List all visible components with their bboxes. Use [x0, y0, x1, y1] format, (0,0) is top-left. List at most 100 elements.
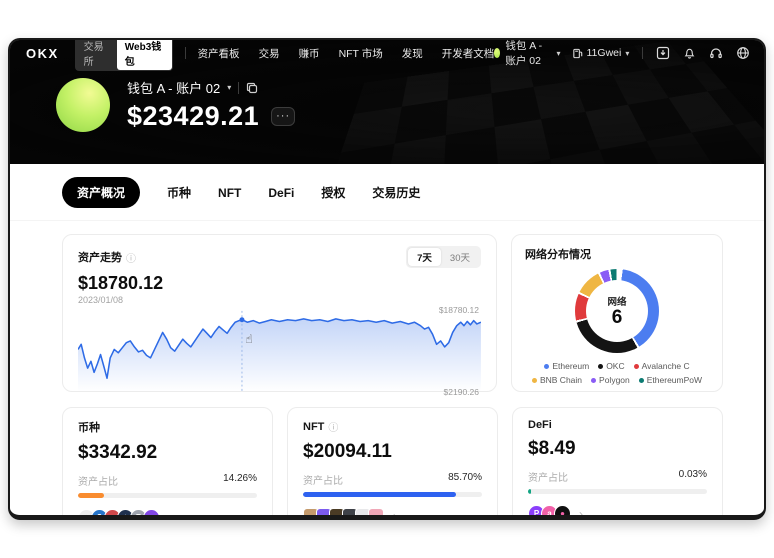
- app-header: OKX 交易所 Web3钱包 资产看板 交易 赚币 NFT 市场 发现 开发者文…: [10, 40, 764, 164]
- network-donut-chart[interactable]: 网络 6: [575, 269, 659, 353]
- download-icon[interactable]: [656, 46, 670, 60]
- topbar-right: 钱包 A - 账户 02 ▾ 11Gwei ▾: [494, 40, 750, 68]
- gas-price-label: 11Gwei: [586, 47, 622, 59]
- legend-dot: [638, 377, 644, 383]
- defi-summary-card[interactable]: DeFi $8.49 资产占比 0.03% P a ● ›: [512, 407, 723, 520]
- asset-trend-card: 资产走势 ⓘ 7天 30天 $18780.12 2023/01/08 $1878…: [62, 234, 497, 397]
- info-icon[interactable]: ⓘ: [126, 253, 136, 265]
- donut-center-label: 网络: [607, 297, 627, 309]
- account-selector[interactable]: 钱包 A - 账户 02 ▾: [494, 40, 561, 68]
- nft-summary-card[interactable]: NFT ⓘ $20094.11 资产占比 85.70% ›: [287, 407, 498, 520]
- nav-asset-dashboard[interactable]: 资产看板: [197, 47, 240, 60]
- nav-dev-docs[interactable]: 开发者文档: [441, 47, 495, 60]
- exchange-web3-toggle: 交易所 Web3钱包: [74, 40, 173, 71]
- ratio-bar: [303, 492, 482, 497]
- chevron-right-icon[interactable]: ›: [393, 509, 397, 520]
- donut-center-value: 6: [611, 307, 623, 329]
- legend-item-ethereumpow: EthereumPoW: [638, 375, 702, 385]
- account-avatar: [494, 48, 501, 58]
- ratio-label: 资产占比: [528, 473, 568, 484]
- wallet-name-row: 钱包 A - 账户 02 ▾: [127, 78, 295, 97]
- chart-max-label: $18780.12: [438, 305, 479, 315]
- nav-discover[interactable]: 发现: [401, 47, 423, 60]
- legend-item-okc: OKC: [598, 361, 625, 371]
- trend-value: $18780.12: [78, 273, 164, 293]
- toggle-exchange[interactable]: 交易所: [83, 42, 104, 68]
- more-button[interactable]: ···: [271, 107, 296, 126]
- network-legend: Ethereum OKC Avalanche C BNB Chain Polyg…: [525, 361, 709, 385]
- range-toggle: 7天 30天: [406, 246, 481, 268]
- trend-chart-svg: [78, 310, 481, 392]
- copy-icon[interactable]: [246, 82, 258, 94]
- ratio-label: 资产占比: [303, 476, 343, 487]
- tab-asset-overview[interactable]: 资产概况: [62, 177, 141, 208]
- nft-card-value: $20094.11: [303, 441, 392, 462]
- range-7d-button[interactable]: 7天: [408, 248, 441, 266]
- account-label: 钱包 A - 账户 02: [505, 40, 543, 67]
- chart-min-label: $2190.26: [443, 387, 479, 397]
- balance-row: $23429.21 ···: [127, 101, 296, 132]
- legend-dot: [591, 377, 597, 383]
- info-icon[interactable]: ⓘ: [328, 423, 339, 434]
- wallet-avatar[interactable]: [56, 78, 110, 132]
- ratio-percent: 85.70%: [448, 472, 482, 483]
- nav-trade[interactable]: 交易: [258, 47, 280, 60]
- tab-history[interactable]: 交易历史: [372, 186, 421, 200]
- tab-defi[interactable]: DeFi: [268, 185, 295, 200]
- ratio-percent: 14.26%: [223, 473, 257, 484]
- chevron-down-icon: ▾: [556, 48, 561, 58]
- chevron-down-icon[interactable]: ▾: [227, 83, 232, 92]
- toggle-web3-wallet[interactable]: Web3钱包: [116, 40, 172, 70]
- trend-line-chart[interactable]: $18780.12 $2190.26 ☝: [78, 305, 481, 399]
- wallet-info: 钱包 A - 账户 02 ▾ $23429.21 ···: [127, 78, 296, 132]
- divider: [184, 47, 186, 59]
- network-card-title: 网络分布情况: [525, 249, 591, 261]
- globe-icon[interactable]: [736, 46, 750, 60]
- divider: [238, 81, 240, 94]
- token-icons-row: ◆ $ × ★ Ξ ∞ ›: [78, 509, 257, 520]
- wallet-name[interactable]: 钱包 A - 账户 02: [127, 81, 221, 96]
- trend-card-title: 资产走势: [78, 252, 122, 264]
- main-content: 资产走势 ⓘ 7天 30天 $18780.12 2023/01/08 $1878…: [10, 221, 764, 520]
- header-icons: [656, 46, 750, 60]
- bell-icon[interactable]: [683, 46, 696, 60]
- polygon-token-icon: ∞: [143, 509, 160, 515]
- hand-cursor-icon: ☝: [245, 331, 253, 346]
- ratio-label: 资产占比: [78, 477, 118, 488]
- headset-icon[interactable]: [709, 47, 723, 60]
- main-nav: 资产看板 交易 赚币 NFT 市场 发现 开发者文档: [198, 46, 495, 61]
- nft-card-title: NFT: [303, 420, 325, 433]
- tab-tokens[interactable]: 币种: [167, 186, 192, 200]
- app-window: OKX 交易所 Web3钱包 资产看板 交易 赚币 NFT 市场 发现 开发者文…: [8, 38, 766, 520]
- ratio-percent: 0.03%: [678, 469, 707, 480]
- legend-item-polygon: Polygon: [591, 375, 630, 385]
- chevron-right-icon[interactable]: ›: [579, 506, 583, 520]
- tab-nft[interactable]: NFT: [218, 185, 242, 200]
- chevron-right-icon[interactable]: ›: [168, 510, 172, 520]
- tokens-card-value: $3342.92: [78, 442, 158, 463]
- defi-protocol-icon: ●: [554, 505, 571, 515]
- legend-dot: [598, 363, 604, 369]
- donut-center: 网络 6: [575, 269, 659, 353]
- divider: [642, 47, 644, 59]
- range-30d-button[interactable]: 30天: [449, 253, 470, 264]
- gas-price-selector[interactable]: 11Gwei ▾: [572, 47, 629, 59]
- legend-dot: [633, 363, 639, 369]
- okx-logo: OKX: [26, 45, 59, 61]
- network-distribution-card: 网络分布情况 网络 6 Ethereum OKC Avalanche C BNB…: [511, 234, 723, 392]
- tab-approvals[interactable]: 授权: [321, 186, 346, 200]
- nav-nft-market[interactable]: NFT 市场: [338, 47, 383, 60]
- legend-dot: [531, 377, 537, 383]
- nav-earn[interactable]: 赚币: [298, 47, 320, 60]
- defi-card-title: DeFi: [528, 419, 552, 431]
- ratio-bar: [78, 493, 257, 498]
- legend-item-avalanche: Avalanche C: [633, 361, 690, 371]
- total-balance: $23429.21: [127, 101, 260, 131]
- defi-card-value: $8.49: [528, 438, 576, 459]
- legend-dot: [544, 363, 550, 369]
- wallet-hero: 钱包 A - 账户 02 ▾ $23429.21 ···: [10, 66, 764, 132]
- tokens-summary-card[interactable]: 币种 $3342.92 资产占比 14.26% ◆ $ × ★ Ξ ∞ ›: [62, 407, 273, 520]
- ratio-bar: [528, 489, 707, 494]
- nft-thumbnail: [368, 508, 384, 515]
- trend-card-title-row: 资产走势 ⓘ: [78, 249, 136, 265]
